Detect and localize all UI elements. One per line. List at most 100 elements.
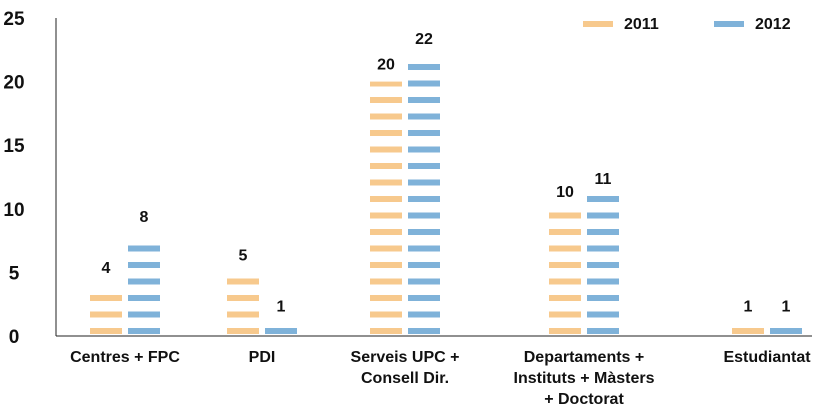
data-label: 5 [239, 247, 248, 264]
legend-label-2011: 2011 [624, 16, 659, 33]
bar-2011-0 [90, 295, 122, 334]
bar-stripe [370, 179, 402, 186]
bar-stripe [549, 295, 581, 301]
y-tick-label: 10 [3, 200, 24, 221]
bar-stripe [370, 245, 402, 252]
bar-stripe [370, 229, 402, 235]
bar-stripe [370, 196, 402, 202]
bar-stripe [408, 64, 440, 70]
bar-stripe [128, 311, 160, 318]
bar-stripe [549, 278, 581, 285]
bar-stripe [408, 130, 440, 136]
bar-stripe [128, 328, 160, 334]
category-label-line: Instituts + Màsters [514, 370, 655, 387]
data-label: 11 [595, 171, 612, 188]
x-axis: Centres + FPC PDI Serveis UPC + Consell Dir… [56, 335, 812, 408]
bar-stripe [587, 311, 619, 318]
bar-stripe [370, 311, 402, 318]
bar-stripe [587, 328, 619, 334]
bar-stripe [408, 328, 440, 334]
data-label: 4 [102, 260, 111, 277]
bar-2012-2 [408, 64, 440, 334]
bar-2012-4 [770, 328, 802, 334]
bar-stripe [128, 295, 160, 301]
y-tick-label: 5 [9, 263, 20, 284]
data-label: 1 [782, 298, 791, 315]
category-label-line: Consell Dir. [361, 370, 449, 387]
bar-stripe [408, 278, 440, 285]
bar-stripe [408, 295, 440, 301]
bar-stripe [370, 163, 402, 169]
bar-stripe [587, 196, 619, 202]
bar-stripe [408, 229, 440, 235]
category-label: PDI [249, 349, 276, 366]
y-axis: 0 5 10 15 20 25 [3, 9, 57, 348]
bar-stripe [370, 130, 402, 136]
bar-stripe [549, 229, 581, 235]
bar-stripe [227, 328, 259, 334]
bar-stripe [408, 245, 440, 252]
bar-2012-1 [265, 328, 297, 334]
bar-2012-3 [587, 196, 619, 334]
bar-2011-1 [227, 278, 259, 334]
bar-stripe [587, 262, 619, 268]
bar-stripe [587, 212, 619, 219]
bar-2011-4 [732, 328, 764, 334]
bar-stripe [408, 179, 440, 186]
data-label: 20 [377, 57, 395, 74]
category-label-line: Centres + FPC [70, 349, 180, 366]
bar-stripe [408, 113, 440, 120]
bar-stripe [370, 278, 402, 285]
bar-2012-0 [128, 245, 160, 334]
bar-stripe [408, 80, 440, 87]
bar-stripe [408, 311, 440, 318]
legend-swatch-2012 [714, 21, 744, 27]
bar-stripe [128, 245, 160, 252]
bar-stripe [549, 262, 581, 268]
bar-stripe [370, 97, 402, 103]
category-label-line: + Doctorat [544, 391, 624, 408]
bar-stripe [90, 295, 122, 301]
bar-2011-2 [370, 81, 402, 334]
legend: 2011 2012 [583, 16, 791, 33]
legend-label-2012: 2012 [755, 16, 791, 33]
bar-stripe [587, 278, 619, 285]
bar-stripe [408, 212, 440, 219]
category-label-line: Departaments + [524, 349, 645, 366]
bar-stripe [587, 229, 619, 235]
bar-stripe [549, 311, 581, 318]
y-tick-label: 0 [9, 327, 20, 348]
y-tick-label: 15 [3, 136, 25, 157]
bar-stripe [370, 262, 402, 268]
bar-stripe [408, 262, 440, 268]
data-label: 8 [140, 209, 149, 226]
bar-2011-3 [549, 212, 581, 334]
bar-stripe [549, 212, 581, 219]
bar-stripe [549, 245, 581, 252]
bar-stripe [370, 113, 402, 120]
y-tick-label: 25 [3, 9, 25, 30]
bar-stripe [370, 146, 402, 153]
bar-stripe [370, 295, 402, 301]
category-label-line: Serveis UPC + [351, 349, 460, 366]
bar-stripe [370, 328, 402, 334]
bar-stripe [408, 146, 440, 153]
bar-stripe [408, 196, 440, 202]
data-label: 1 [277, 298, 286, 315]
bar-stripe [370, 81, 402, 87]
bar-stripe [128, 278, 160, 285]
category-label: Departaments + Instituts + Màsters + Docto… [514, 349, 655, 408]
bar-stripe [370, 212, 402, 219]
bar-stripe [90, 311, 122, 318]
bar-stripe [549, 328, 581, 334]
bar-stripe [90, 328, 122, 334]
bar-stripe [732, 328, 764, 334]
category-label-line: PDI [249, 349, 276, 366]
category-label-line: Estudiantat [723, 349, 811, 366]
category-label: Centres + FPC [70, 349, 180, 366]
bar-stripe [265, 328, 297, 334]
bar-stripe [408, 163, 440, 169]
data-label: 10 [556, 184, 574, 201]
